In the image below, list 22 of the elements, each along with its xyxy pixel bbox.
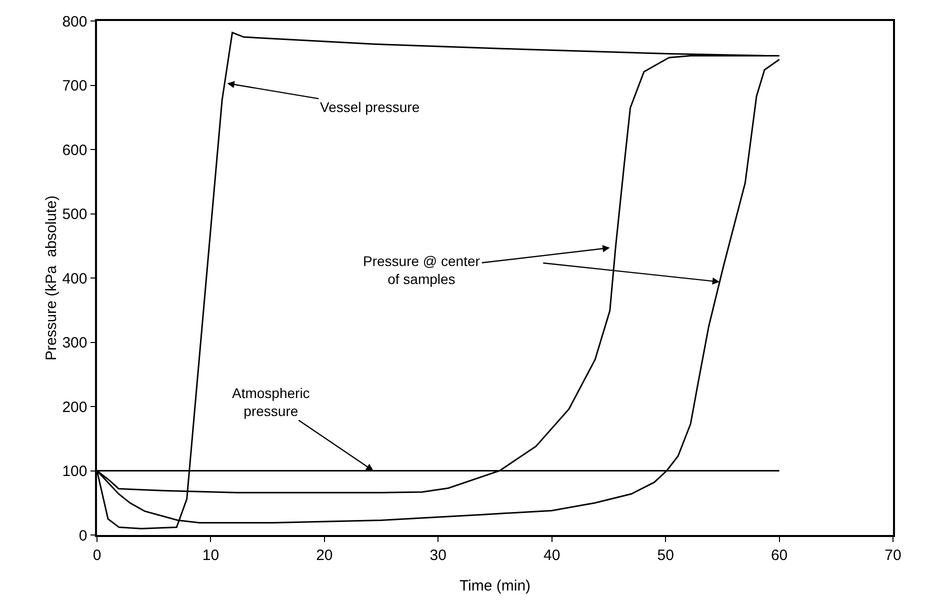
x-axis-title: Time (min) <box>459 578 531 594</box>
y-tick-label: 300 <box>62 334 88 352</box>
y-tick-label: 600 <box>62 142 88 159</box>
x-tick-label: 20 <box>316 546 333 564</box>
y-tick-label: 100 <box>62 463 88 480</box>
x-tick-label: 50 <box>657 546 674 564</box>
x-tick-label: 60 <box>770 546 788 564</box>
x-tick-label: 0 <box>92 546 102 564</box>
y-tick-label: 500 <box>62 206 88 223</box>
x-tick-label: 40 <box>544 546 560 564</box>
y-tick-label: 700 <box>62 78 88 94</box>
y-tick-label: 200 <box>62 398 88 416</box>
x-tick-label: 10 <box>202 546 220 564</box>
y-tick-label: 0 <box>78 527 88 544</box>
x-tick-label: 70 <box>884 546 902 564</box>
y-tick-label: 400 <box>62 270 88 288</box>
annotation: Pressure @ center of samples <box>363 253 480 288</box>
y-tick-label: 800 <box>62 13 88 30</box>
y-axis-title: Pressure (kPa absolute) <box>43 195 60 361</box>
x-tick-label: 30 <box>430 546 446 564</box>
annotation: Atmospheric pressure <box>232 385 310 420</box>
annotation: Vessel pressure <box>320 99 420 115</box>
